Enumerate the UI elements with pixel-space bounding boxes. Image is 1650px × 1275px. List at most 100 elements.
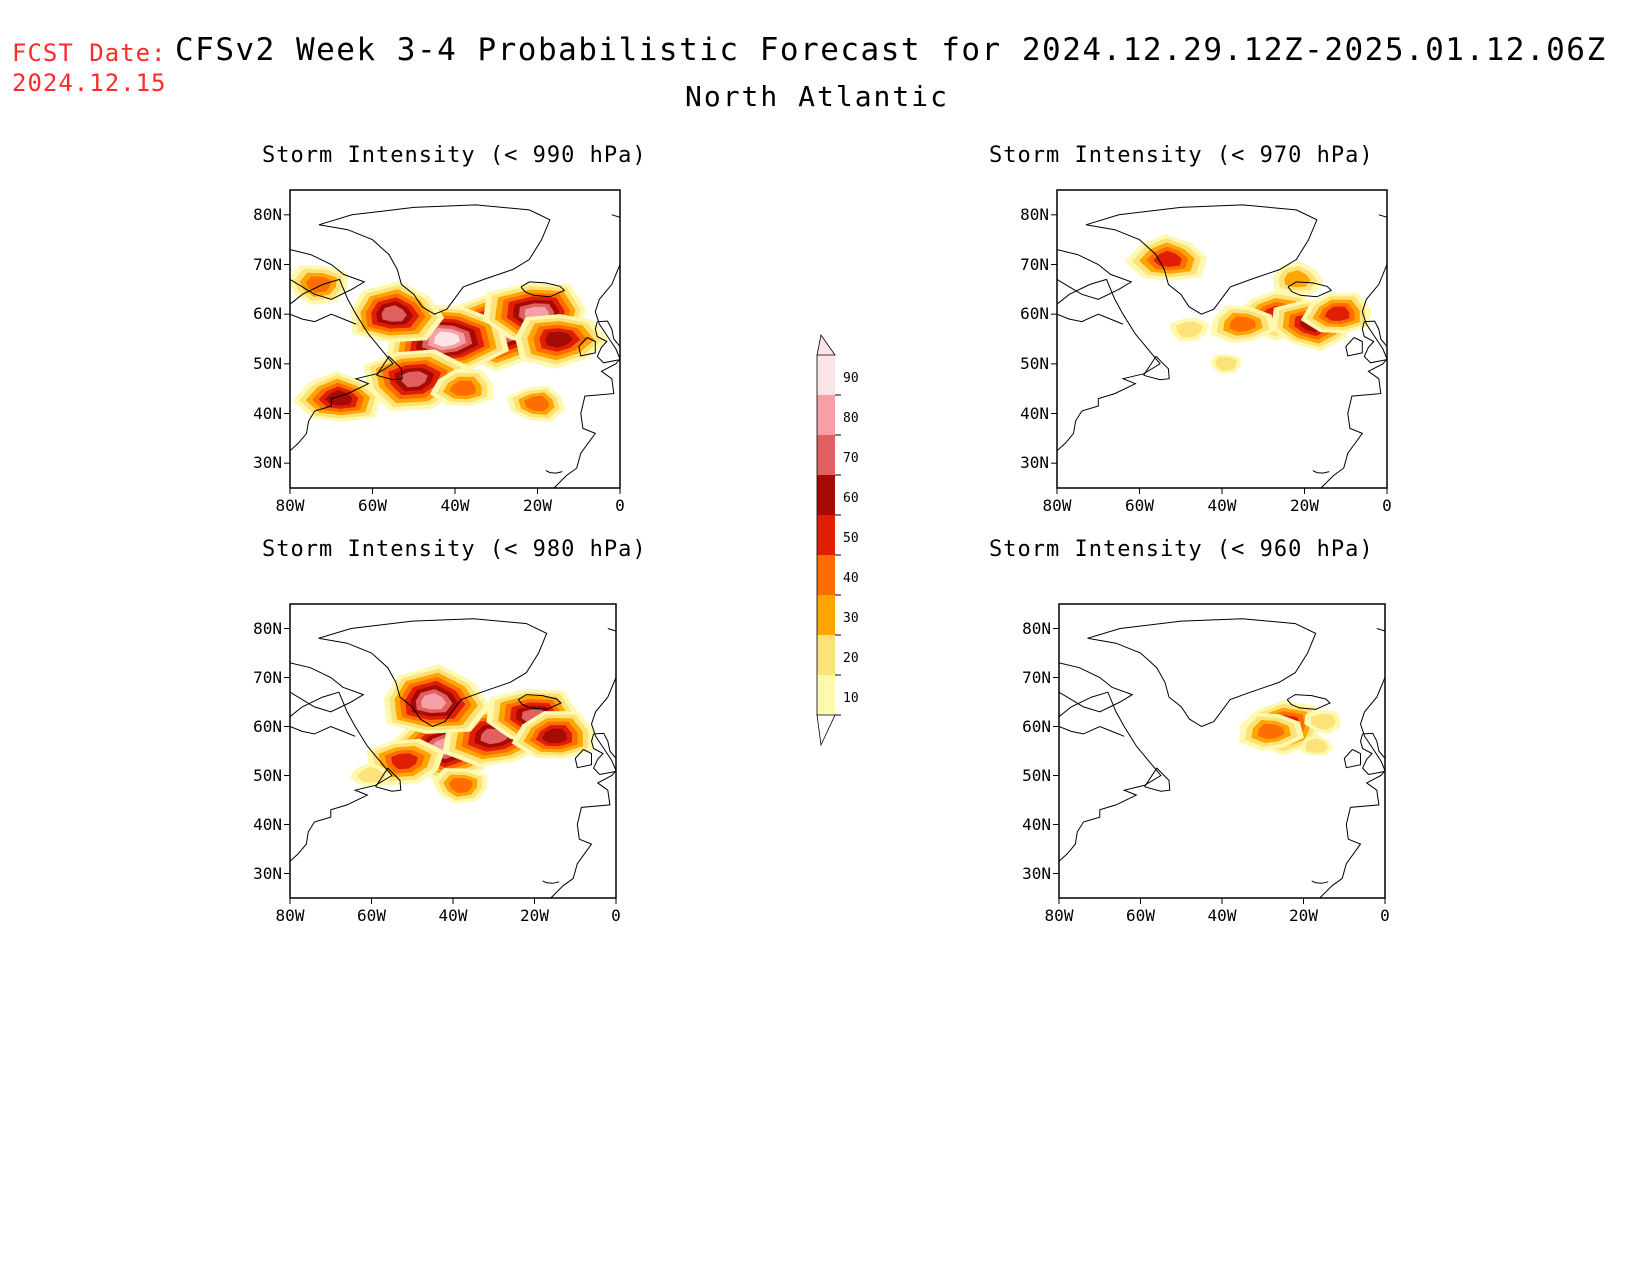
baffin-coast [290,249,366,300]
lon-tick-label: 20W [523,496,552,515]
probability-contour [448,778,473,794]
lat-tick-label: 50N [253,765,282,785]
lat-tick-label: 40N [1020,403,1049,423]
baffin-coast [1057,249,1133,300]
probability-contour [1229,316,1257,332]
lon-tick-label: 0 [615,496,625,515]
hudson-strait-coast [290,725,356,737]
probability-contour [1284,270,1311,288]
colorbar-level-label: 50 [843,531,859,546]
map-frame-1 [1051,189,1388,494]
colorbar-segment [817,475,835,515]
map-border [1058,603,1386,899]
lon-tick-label: 80W [275,906,305,925]
colorbar [816,334,841,747]
lat-tick-label: 50N [1022,765,1051,785]
lat-tick-label: 60N [1020,304,1049,324]
hudson-strait-coast [1059,725,1125,737]
newfoundland-coast [376,355,403,381]
coastlines [290,618,616,898]
colorbar-segment [817,515,835,555]
lat-tick-label: 50N [1020,353,1049,373]
colorbar-level-label: 90 [843,371,859,386]
panel-title: Storm Intensity (< 990 hPa) [262,143,647,168]
lat-tick-label: 30N [253,863,282,883]
panel-title: Storm Intensity (< 960 hPa) [989,537,1374,562]
colorbar-level-label: 70 [843,451,859,466]
svalbard-coast [1378,214,1387,218]
lat-tick-label: 60N [1022,716,1051,736]
lat-tick-label: 40N [253,403,282,423]
probability-field [290,265,609,422]
lon-tick-label: 60W [1126,906,1155,925]
baffin-coast [290,662,365,713]
ireland-coast [1345,337,1363,357]
probability-contour [1310,713,1336,731]
colorbar-level-label: 20 [843,651,859,666]
lon-tick-label: 0 [1382,496,1392,515]
probability-contour [356,766,385,783]
lon-tick-label: 40W [440,496,470,515]
lon-tick-label: 60W [358,496,387,515]
probability-contour [449,380,476,396]
probability-contour [1324,306,1350,321]
panel-title: Storm Intensity (< 980 hPa) [262,537,647,562]
newfoundland-coast [1144,767,1171,792]
probability-field [1124,234,1371,375]
lat-tick-label: 50N [253,353,282,373]
lat-tick-label: 60N [253,304,282,324]
canary-islands [1311,880,1329,884]
colorbar-segment [817,675,835,715]
lat-tick-label: 80N [1020,204,1049,224]
britain-coast [590,732,616,776]
figure-subtitle: North Atlantic [0,80,1650,113]
probability-contour [541,728,567,744]
iceland-coast [520,281,566,298]
probability-field [349,664,594,804]
probability-contour [421,693,447,710]
canary-islands [545,470,563,474]
baffin-coast [1059,662,1134,713]
ireland-coast [578,337,596,357]
north-america-coast [290,691,393,898]
svalbard-coast [607,628,616,632]
lat-tick-label: 80N [253,204,282,224]
lon-tick-label: 60W [357,906,386,925]
north-america-coast [1059,691,1162,898]
lon-tick-label: 60W [1125,496,1154,515]
lat-tick-label: 70N [1022,667,1051,687]
map-frame-0 [284,189,621,494]
figure-title: CFSv2 Week 3-4 Probabilistic Forecast fo… [175,32,1607,68]
ireland-coast [1343,749,1361,769]
iceland-coast [1286,694,1331,710]
britain-coast [1361,320,1387,364]
coastlines [1059,618,1385,898]
lat-tick-label: 40N [1022,814,1051,834]
lon-tick-label: 80W [1042,496,1072,515]
svalbard-coast [611,214,620,218]
colorbar-level-label: 40 [843,571,859,586]
colorbar-segment [817,635,835,675]
probability-contour [400,371,428,388]
probability-contour [1305,738,1329,753]
britain-coast [594,320,620,364]
probability-contour [545,331,574,348]
hudson-strait-coast [1057,313,1124,325]
fcst-date-value: 2024.12.15 [12,69,167,97]
coastlines [1057,204,1387,488]
lon-tick-label: 40W [1207,906,1237,925]
colorbar-level-label: 80 [843,411,859,426]
map-frame-3 [1053,603,1386,904]
coastlines [290,204,620,488]
colorbar-top-arrow [816,334,836,356]
greenland-coast [1087,618,1317,728]
lon-tick-label: 20W [1289,906,1318,925]
colorbar-level-label: 10 [843,691,859,706]
lat-tick-label: 80N [253,618,282,638]
europe-coast [1319,677,1385,898]
europe-coast [550,677,616,898]
probability-contour [1176,321,1203,338]
probability-contour [480,728,508,745]
lon-tick-label: 20W [1290,496,1319,515]
